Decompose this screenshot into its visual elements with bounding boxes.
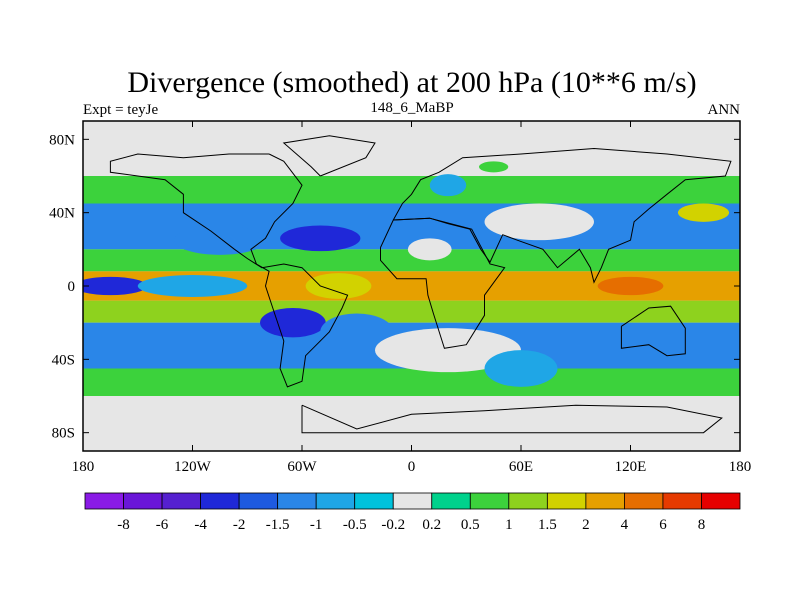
colorbar-box-15 [662,492,702,510]
colorbar-box-14 [624,492,664,510]
divergence-feature-2 [280,225,361,252]
colorbar-label-3: -2 [233,517,246,533]
colorbar-label-2: -4 [194,517,207,533]
coastline-0 [109,153,349,388]
divergence-feature-5 [320,313,394,351]
continent-outlines [109,135,732,434]
colorbar-label-6: -0.5 [343,517,367,533]
colorbar-box-16 [701,492,741,510]
x-tick-label-4: 60E [509,459,533,475]
colorbar-box-11 [508,492,548,510]
divergence-band-5 [83,300,740,323]
colorbar-label-8: 0.2 [422,517,441,533]
colorbar-label-7: -0.2 [381,517,405,533]
x-tick-label-6: 180 [729,459,752,475]
colorbar-box-3 [200,492,240,510]
colorbar-label-5: -1 [310,517,323,533]
season-label: ANN [708,102,741,118]
divergence-band-1 [83,176,740,204]
colorbar-box-5 [277,492,317,510]
divergence-feature-0 [83,276,147,296]
map-plot-area [83,121,740,451]
colorbar-box-12 [546,492,587,510]
divergence-feature-4 [260,308,326,338]
colorbar-box-2 [161,492,201,510]
colorbar-box-9 [431,492,471,510]
colorbar-label-11: 1.5 [538,517,557,533]
y-tick-label-2: 0 [68,279,76,295]
y-axis: 80N 40N 0 40S 80S [49,132,740,442]
divergence-feature-15 [429,174,467,197]
divergence-band-3 [83,249,740,272]
colorbar-label-15: 8 [698,517,706,533]
colorbar-label-10: 1 [505,517,513,533]
colorbar-box-13 [585,492,625,510]
divergence-feature-14 [479,161,509,173]
x-tick-label-5: 120E [615,459,647,475]
coastline-1 [392,147,732,284]
x-tick-label-2: 60W [287,459,317,475]
y-tick-label-1: 40N [49,206,75,222]
colorbar: -8 -6 -4 -2 -1.5 -1 -0.5 -0.2 0.2 0.5 1 1.5 2 4 6 8 [84,492,741,533]
colorbar-label-14: 6 [659,517,667,533]
divergence-band-8 [83,396,740,451]
y-tick-label-4: 80S [52,426,75,442]
colorbar-box-1 [123,492,163,510]
divergence-band-0 [83,121,740,176]
colorbar-label-1: -6 [156,517,169,533]
colorbar-box-4 [238,492,279,510]
x-tick-label-1: 120W [174,459,212,475]
coastline-2 [380,217,506,349]
x-tick-label-0: 180 [72,459,95,475]
colorbar-label-9: 0.5 [461,517,480,533]
divergence-feature-10 [484,203,594,241]
divergence-feature-1 [137,275,248,297]
colorbar-label-12: 2 [582,517,590,533]
divergence-feature-13 [677,203,730,222]
chart-title: Divergence (smoothed) at 200 hPa (10**6 … [127,66,696,99]
divergence-feature-8 [305,273,372,299]
colorbar-box-6 [315,492,356,510]
divergence-feature-9 [407,238,452,261]
experiment-label: Expt = teyJe [83,102,158,118]
colorbar-box-0 [84,492,124,510]
coastline-4 [301,404,723,434]
x-axis: 180 120W 60W 0 60E 120E 180 [72,121,752,475]
colorbar-box-10 [469,492,510,510]
colorbar-box-8 [392,492,433,510]
colorbar-label-13: 4 [621,517,629,533]
coastline-3 [620,305,686,357]
colorbar-label-0: -8 [117,517,130,533]
divergence-band-7 [83,368,740,396]
colorbar-label-4: -1.5 [266,517,290,533]
x-tick-label-3: 0 [408,459,416,475]
divergence-feature-11 [375,328,521,373]
colorbar-box-7 [354,492,394,510]
divergence-feature-7 [597,276,664,296]
divergence-feature-3 [174,225,266,255]
divergence-feature-12 [484,350,558,387]
y-tick-label-0: 80N [49,132,75,148]
y-tick-label-3: 40S [52,352,75,368]
divergence-features [83,161,730,387]
coastline-5 [282,135,376,177]
case-label: 148_6_MaBP [370,100,453,116]
